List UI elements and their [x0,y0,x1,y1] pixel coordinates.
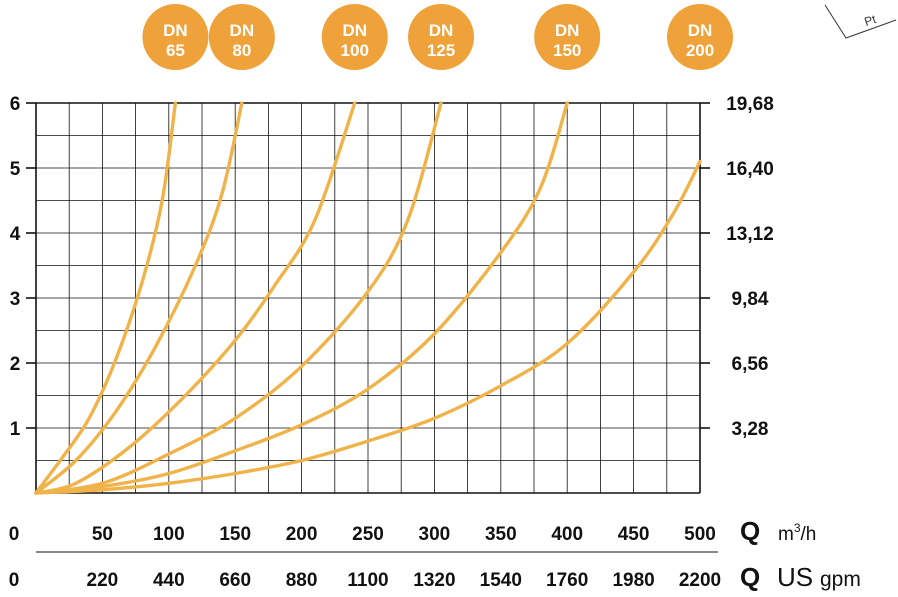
y-tick-label-left: 1 [10,419,21,440]
x-tick-label-primary: 450 [618,524,650,545]
badge-circle [667,4,733,70]
x-tick-label-secondary: 0 [9,570,20,591]
x-secondary-unit: Q US gpm [740,562,861,592]
x-tick-label-secondary: 880 [286,570,318,591]
x-tick-label-primary: 400 [551,524,583,545]
badge-label-bottom: 100 [341,41,369,60]
y-tick-label-right: 9,84 [732,289,769,310]
x-primary-unit: Q m3/h [740,516,816,546]
badge-label-top: DN [688,21,713,40]
badge-label-bottom: 80 [232,41,251,60]
grid [26,102,710,494]
y-tick-label-left: 6 [10,94,21,115]
series-line-150 [34,101,569,495]
pt-mark: Pt [824,4,897,39]
badge-circle [142,4,209,70]
series-line-125 [34,101,443,495]
badge-circle [408,4,475,70]
y-tick-label-right: 19,68 [726,94,774,115]
badge-circle [321,4,388,70]
y-tick-label-right: 3,28 [732,419,769,440]
badge-circle [208,4,275,70]
q-symbol-primary: Q [740,516,760,546]
series-line-100 [34,101,357,495]
y-tick-label-left: 5 [10,159,21,180]
series-line-200 [34,159,702,495]
badge-label-bottom: 150 [553,41,581,60]
series-line-80 [34,101,244,495]
badge-label-bottom: 200 [686,41,714,60]
y-tick-label-right: 6,56 [732,354,769,375]
x-axis-labels: 0 50 100 150 200 250 300 350 400 450 500 0 220 440 660… [9,524,721,591]
x-tick-label-secondary: 220 [87,570,119,591]
y-tick-label-left: 4 [10,224,21,245]
x-tick-label-secondary: 2200 [679,570,721,591]
badge-label-top: DN [163,21,188,40]
unit-secondary-small: gpm [820,568,861,591]
x-tick-label-secondary: 1980 [612,570,654,591]
badge-label-bottom: 125 [427,41,455,60]
x-tick-label-primary: 0 [9,524,20,545]
x-tick-label-primary: 50 [92,524,113,545]
x-tick-label-secondary: 1760 [546,570,588,591]
badge-label-top: DN [230,21,255,40]
x-tick-label-secondary: 440 [153,570,185,591]
x-tick-label-secondary: 1320 [413,570,455,591]
x-tick-label-secondary: 1100 [347,570,388,591]
q-symbol-secondary: Q [740,562,760,592]
x-tick-label-primary: 100 [153,524,185,545]
badge-label-bottom: 65 [166,41,185,60]
series-line-65 [34,101,178,495]
pt-label: Pt [863,12,879,29]
y-tick-label-left: 2 [10,354,21,375]
badge-label-top: DN [342,21,367,40]
y-axis-labels: 6 19,68 5 16,40 4 13,12 3 9,84 2 6,56 1 3,28 [10,94,774,440]
x-tick-label-primary: 300 [419,524,451,545]
x-tick-label-primary: 350 [485,524,517,545]
unit-primary: m3/h [778,521,816,545]
badge-circle [534,4,601,70]
x-tick-label-secondary: 660 [219,570,251,591]
y-tick-label-left: 3 [10,289,21,310]
x-tick-label-secondary: 1540 [480,570,522,591]
series-curves [34,101,702,495]
unit-secondary-big: US [777,562,813,592]
y-tick-label-right: 13,12 [726,224,774,245]
x-tick-label-primary: 250 [352,524,384,545]
x-tick-label-primary: 500 [684,524,716,545]
x-tick-label-primary: 200 [286,524,318,545]
badge-label-top: DN [429,21,454,40]
x-tick-label-primary: 150 [219,524,251,545]
y-tick-label-right: 16,40 [726,159,774,180]
badge-label-top: DN [555,21,580,40]
